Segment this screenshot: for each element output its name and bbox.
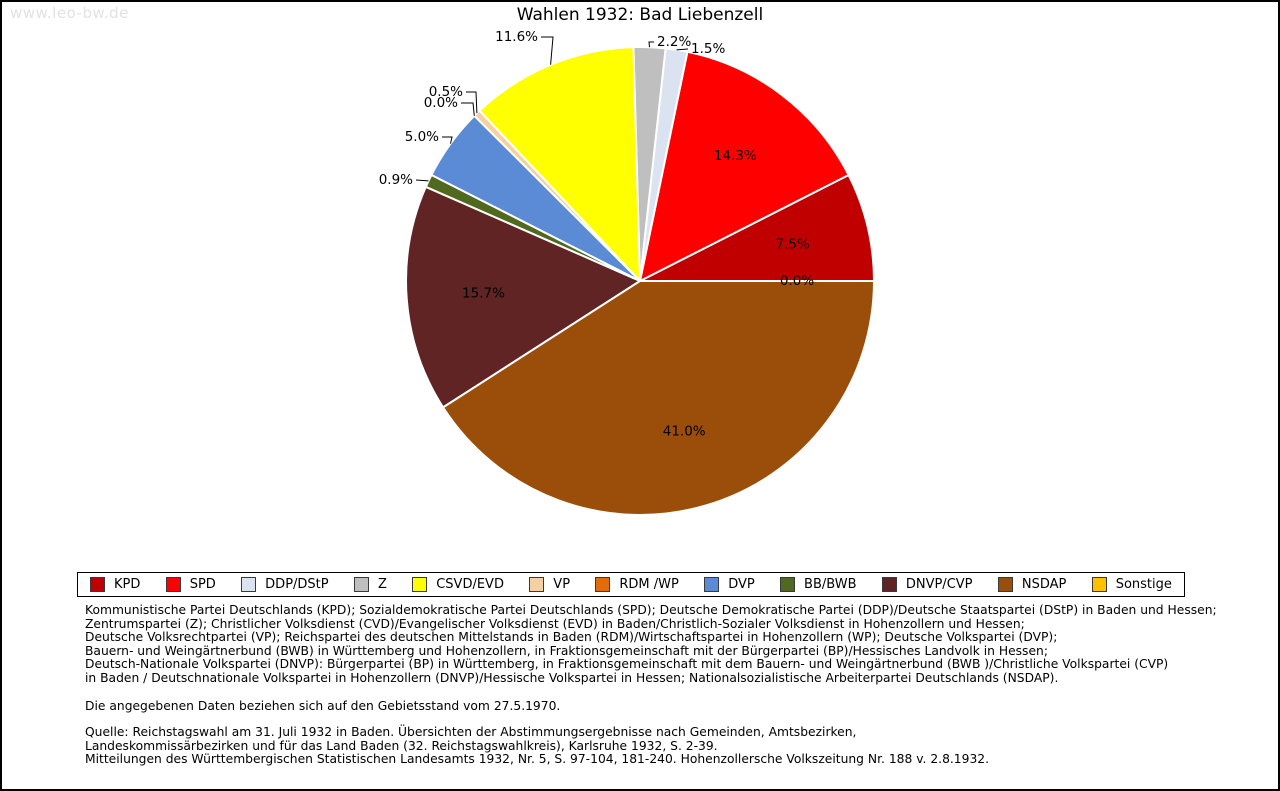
slice-label-vp: 0.5%: [429, 84, 463, 100]
legend-item-sonstige: Sonstige: [1091, 577, 1172, 592]
slice-label-sonstige: 0.0%: [780, 273, 814, 289]
legend-item-bb-bwb: BB/BWB: [780, 577, 857, 592]
legend: KPD SPD DDP/DStP Z CSVD/EVD VP RDM /WP DVP BB/BW…: [77, 572, 1185, 597]
party-definition-line: Bauern- und Weingärtnerbund (BWB) in Wür…: [85, 643, 1048, 658]
legend-item-rdm-wp: RDM /WP: [595, 577, 679, 592]
legend-label: DNVP/CVP: [905, 577, 973, 592]
pie-slice-kpd: [639, 174, 875, 282]
source-line: Mitteilungen des Württembergischen Stati…: [85, 752, 990, 767]
pie-slice-dnvp-cvp: [405, 185, 641, 409]
legend-label: VP: [553, 577, 571, 592]
legend-swatch-bb-bwb: [780, 577, 796, 592]
legend-swatch-ddp-dstp: [241, 577, 257, 592]
legend-item-dnvp-cvp: DNVP/CVP: [881, 577, 973, 592]
legend-item-vp: VP: [529, 577, 570, 592]
legend-item-csvd-evd: CSVD/EVD: [412, 577, 504, 592]
pie-chart: 7.5%14.3%1.5%2.2%11.6%0.5%0.0%5.0%0.9%15…: [379, 29, 875, 516]
legend-swatch-spd: [165, 577, 181, 592]
label-leader-z: [648, 41, 654, 48]
party-definition-line: Zentrumspartei (Z); Christlicher Volksdi…: [85, 616, 1025, 631]
territorial-note: Die angegebenen Daten beziehen sich auf …: [85, 698, 561, 713]
slice-label-nsdap: 41.0%: [663, 424, 706, 440]
slice-label-bb-bwb: 0.9%: [379, 172, 413, 188]
legend-swatch-dnvp-cvp: [881, 577, 897, 592]
party-definition-line: in Baden / Deutschnationale Volkspartei …: [85, 670, 1059, 685]
legend-swatch-dvp: [704, 577, 720, 592]
label-leader-bb-bwb: [415, 179, 429, 182]
party-definitions: Kommunistische Partei Deutschlands (KPD)…: [85, 603, 1238, 686]
source-line: Quelle: Reichstagswahl am 31. Juli 1932 …: [85, 725, 857, 740]
source-line: Landeskommissärbezirken und für das Land…: [85, 738, 718, 753]
label-leader-ddp-dstp: [676, 48, 689, 51]
slice-label-spd: 14.3%: [714, 148, 757, 164]
party-definition-line: Deutsche Volksrechtpartei (VP); Reichspa…: [85, 630, 1058, 645]
legend-item-spd: SPD: [165, 577, 216, 592]
legend-swatch-z: [353, 577, 369, 592]
label-leader-csvd-evd: [541, 36, 554, 65]
legend-item-nsdap: NSDAP: [997, 577, 1067, 592]
legend-swatch-sonstige: [1091, 577, 1107, 592]
legend-item-ddp-dstp: DDP/DStP: [241, 577, 329, 592]
legend-label: RDM /WP: [619, 577, 679, 592]
slice-label-dnvp-cvp: 15.7%: [462, 285, 505, 301]
slice-label-ddp-dstp: 1.5%: [691, 41, 725, 57]
notes: Kommunistische Partei Deutschlands (KPD)…: [85, 603, 1238, 767]
legend-swatch-rdm-wp: [595, 577, 611, 592]
legend-label: Z: [377, 577, 387, 592]
pie-slice-nsdap: [442, 280, 875, 516]
legend-label: KPD: [114, 577, 141, 592]
legend-item-dvp: DVP: [704, 577, 755, 592]
legend-label: NSDAP: [1021, 577, 1067, 592]
label-leader-dvp: [442, 136, 453, 144]
party-definition-line: Kommunistische Partei Deutschlands (KPD)…: [85, 603, 1217, 617]
slice-label-rdm-wp: 0.0%: [424, 95, 458, 111]
legend-label: DDP/DStP: [265, 577, 329, 592]
pie-slice-spd: [639, 50, 850, 282]
legend-swatch-csvd-evd: [412, 577, 428, 592]
page-title: Wahlen 1932: Bad Liebenzell: [516, 5, 764, 25]
legend-item-kpd: KPD: [90, 577, 140, 592]
watermark: www.leo-bw.de: [10, 4, 129, 22]
slice-label-csvd-evd: 11.6%: [495, 29, 538, 45]
label-leader-vp: [466, 91, 478, 114]
pie-slice-csvd-evd: [478, 46, 641, 282]
legend-label: SPD: [189, 577, 216, 592]
source-block: Quelle: Reichstagswahl am 31. Juli 1932 …: [85, 726, 1238, 767]
label-leader-rdm-wp: [461, 102, 475, 116]
legend-swatch-kpd: [90, 577, 105, 592]
slice-label-kpd: 7.5%: [776, 236, 810, 252]
legend-label: CSVD/EVD: [436, 577, 504, 592]
legend-swatch-nsdap: [997, 577, 1013, 592]
slice-label-z: 2.2%: [657, 34, 691, 50]
slice-label-dvp: 5.0%: [405, 129, 439, 145]
legend-label: DVP: [728, 577, 755, 592]
legend-label: BB/BWB: [804, 577, 857, 592]
legend-item-z: Z: [353, 577, 387, 592]
legend-label: Sonstige: [1115, 577, 1172, 592]
legend-swatch-vp: [529, 577, 545, 592]
party-definition-line: Deutsch-Nationale Volkspartei (DNVP): Bü…: [85, 657, 1169, 672]
